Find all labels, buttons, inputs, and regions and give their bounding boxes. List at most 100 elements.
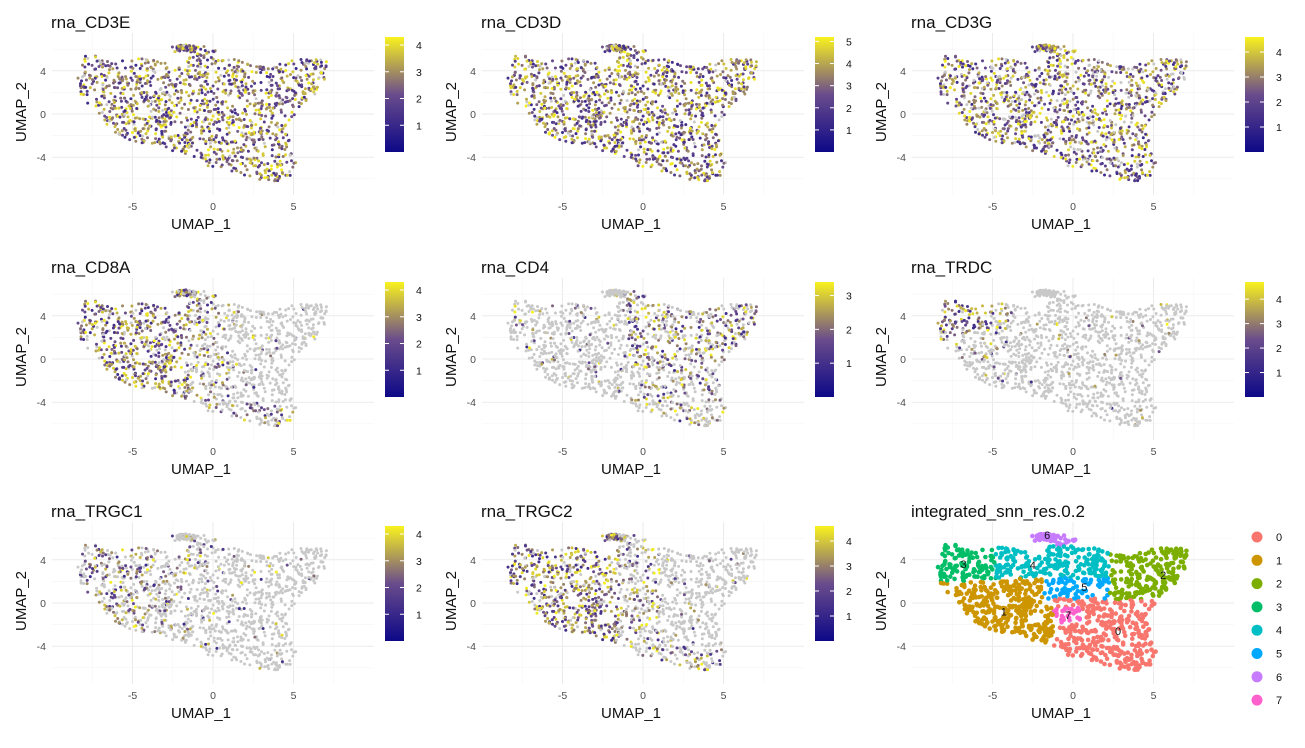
data-point xyxy=(208,158,212,162)
data-point xyxy=(178,141,182,145)
data-point xyxy=(165,66,169,70)
data-point xyxy=(264,107,268,111)
data-point xyxy=(623,46,627,50)
data-point xyxy=(204,332,208,336)
data-point xyxy=(268,90,272,94)
data-point xyxy=(1060,84,1063,88)
data-point xyxy=(304,99,308,103)
data-point xyxy=(148,80,152,84)
data-point xyxy=(254,368,258,372)
data-point xyxy=(254,353,258,357)
data-point xyxy=(670,92,673,96)
data-point xyxy=(159,306,163,310)
data-point xyxy=(275,121,279,125)
data-point xyxy=(1024,85,1028,89)
data-point xyxy=(655,158,659,162)
data-point xyxy=(704,173,708,177)
data-point xyxy=(213,306,217,310)
data-point xyxy=(108,64,112,68)
data-point xyxy=(943,65,947,69)
data-point xyxy=(642,91,646,95)
data-point xyxy=(584,137,588,141)
data-point xyxy=(739,87,743,91)
data-point xyxy=(639,90,643,93)
data-point xyxy=(1135,66,1139,69)
data-point xyxy=(106,60,109,63)
data-point xyxy=(1148,170,1152,174)
data-point xyxy=(131,131,134,134)
data-point xyxy=(297,83,301,87)
data-point xyxy=(1008,124,1012,128)
data-point xyxy=(294,76,298,80)
data-point xyxy=(513,70,517,74)
data-point xyxy=(681,79,685,83)
data-point xyxy=(1028,98,1032,102)
data-point xyxy=(988,106,992,110)
data-point xyxy=(722,76,726,80)
data-point xyxy=(228,308,231,312)
data-point xyxy=(259,88,263,92)
data-point xyxy=(584,108,588,112)
data-point xyxy=(304,61,307,65)
panel-title: rna_CD3E xyxy=(51,13,130,32)
data-point xyxy=(621,141,624,145)
data-point xyxy=(281,70,285,74)
data-point xyxy=(1129,120,1133,124)
data-point xyxy=(269,109,273,113)
data-point xyxy=(608,81,612,85)
data-point xyxy=(616,108,620,111)
data-point xyxy=(278,87,282,91)
data-point xyxy=(1088,154,1092,158)
data-point xyxy=(651,100,655,104)
data-point xyxy=(232,166,236,170)
data-point xyxy=(975,66,979,70)
data-point xyxy=(706,84,709,88)
data-point xyxy=(103,114,107,118)
data-point xyxy=(560,59,564,63)
data-point xyxy=(209,301,213,304)
data-point xyxy=(210,134,214,138)
data-point xyxy=(704,155,708,159)
data-point xyxy=(667,59,671,63)
data-point xyxy=(216,345,220,349)
colorbar-tick-label: 2 xyxy=(846,103,852,115)
data-point xyxy=(959,72,963,76)
data-point xyxy=(145,121,149,125)
data-point xyxy=(733,87,737,91)
data-point xyxy=(626,115,630,119)
data-point xyxy=(1064,153,1068,157)
data-point xyxy=(110,62,114,66)
data-point xyxy=(1082,82,1086,86)
data-point xyxy=(968,119,972,123)
data-point xyxy=(294,79,298,82)
data-point xyxy=(711,136,715,140)
data-point xyxy=(708,128,712,132)
data-point xyxy=(562,113,565,117)
data-point xyxy=(270,116,274,120)
data-point xyxy=(749,58,753,62)
data-point xyxy=(523,67,527,71)
data-point xyxy=(599,121,603,124)
data-point xyxy=(212,108,216,111)
data-point xyxy=(299,68,303,72)
data-point xyxy=(270,409,273,413)
data-point xyxy=(750,71,753,75)
data-point xyxy=(527,103,531,107)
data-point xyxy=(1075,96,1079,99)
data-point xyxy=(648,157,652,161)
data-point xyxy=(245,112,248,116)
data-point xyxy=(265,88,269,92)
data-point xyxy=(548,115,552,119)
data-point xyxy=(285,319,289,323)
data-point xyxy=(121,92,125,96)
data-point xyxy=(1175,85,1179,89)
data-point xyxy=(268,105,271,109)
data-point xyxy=(630,125,634,129)
data-point xyxy=(616,124,620,128)
data-point xyxy=(1047,94,1051,98)
data-point xyxy=(107,316,111,320)
data-point xyxy=(530,94,534,98)
data-point xyxy=(1076,127,1079,131)
data-point xyxy=(1040,72,1044,75)
data-point xyxy=(636,58,639,62)
